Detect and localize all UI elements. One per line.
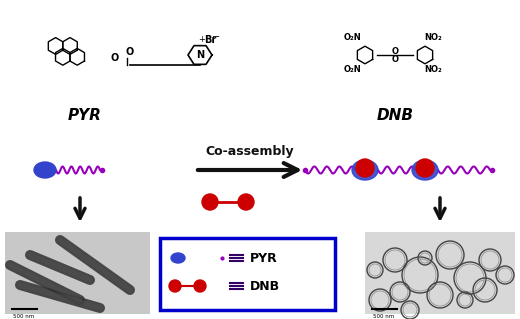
- Text: Co-assembly: Co-assembly: [206, 145, 294, 159]
- Text: Br: Br: [204, 35, 216, 45]
- Circle shape: [238, 194, 254, 210]
- Ellipse shape: [171, 253, 185, 263]
- Circle shape: [202, 194, 218, 210]
- Circle shape: [194, 280, 206, 292]
- Text: N: N: [196, 50, 204, 60]
- Text: O: O: [111, 53, 119, 63]
- Text: PYR: PYR: [250, 251, 278, 264]
- Ellipse shape: [412, 160, 438, 180]
- Text: +: +: [199, 34, 205, 43]
- Text: NO₂: NO₂: [424, 33, 442, 41]
- Circle shape: [169, 280, 181, 292]
- Text: 500 nm: 500 nm: [373, 314, 395, 319]
- Circle shape: [416, 159, 434, 177]
- Text: O: O: [126, 47, 134, 57]
- Text: O₂N: O₂N: [344, 65, 362, 75]
- FancyBboxPatch shape: [365, 232, 515, 314]
- Text: O₂N: O₂N: [344, 33, 362, 41]
- Circle shape: [356, 159, 374, 177]
- Text: DNB: DNB: [250, 279, 280, 293]
- Text: O: O: [392, 48, 398, 56]
- Ellipse shape: [34, 162, 56, 178]
- Text: DNB: DNB: [376, 108, 413, 122]
- Text: 500 nm: 500 nm: [14, 314, 35, 319]
- Text: O: O: [392, 55, 398, 63]
- Text: −: −: [212, 32, 220, 42]
- Text: NO₂: NO₂: [424, 65, 442, 75]
- Text: PYR: PYR: [68, 108, 102, 122]
- FancyBboxPatch shape: [5, 232, 150, 314]
- Ellipse shape: [352, 160, 378, 180]
- FancyBboxPatch shape: [160, 238, 335, 310]
